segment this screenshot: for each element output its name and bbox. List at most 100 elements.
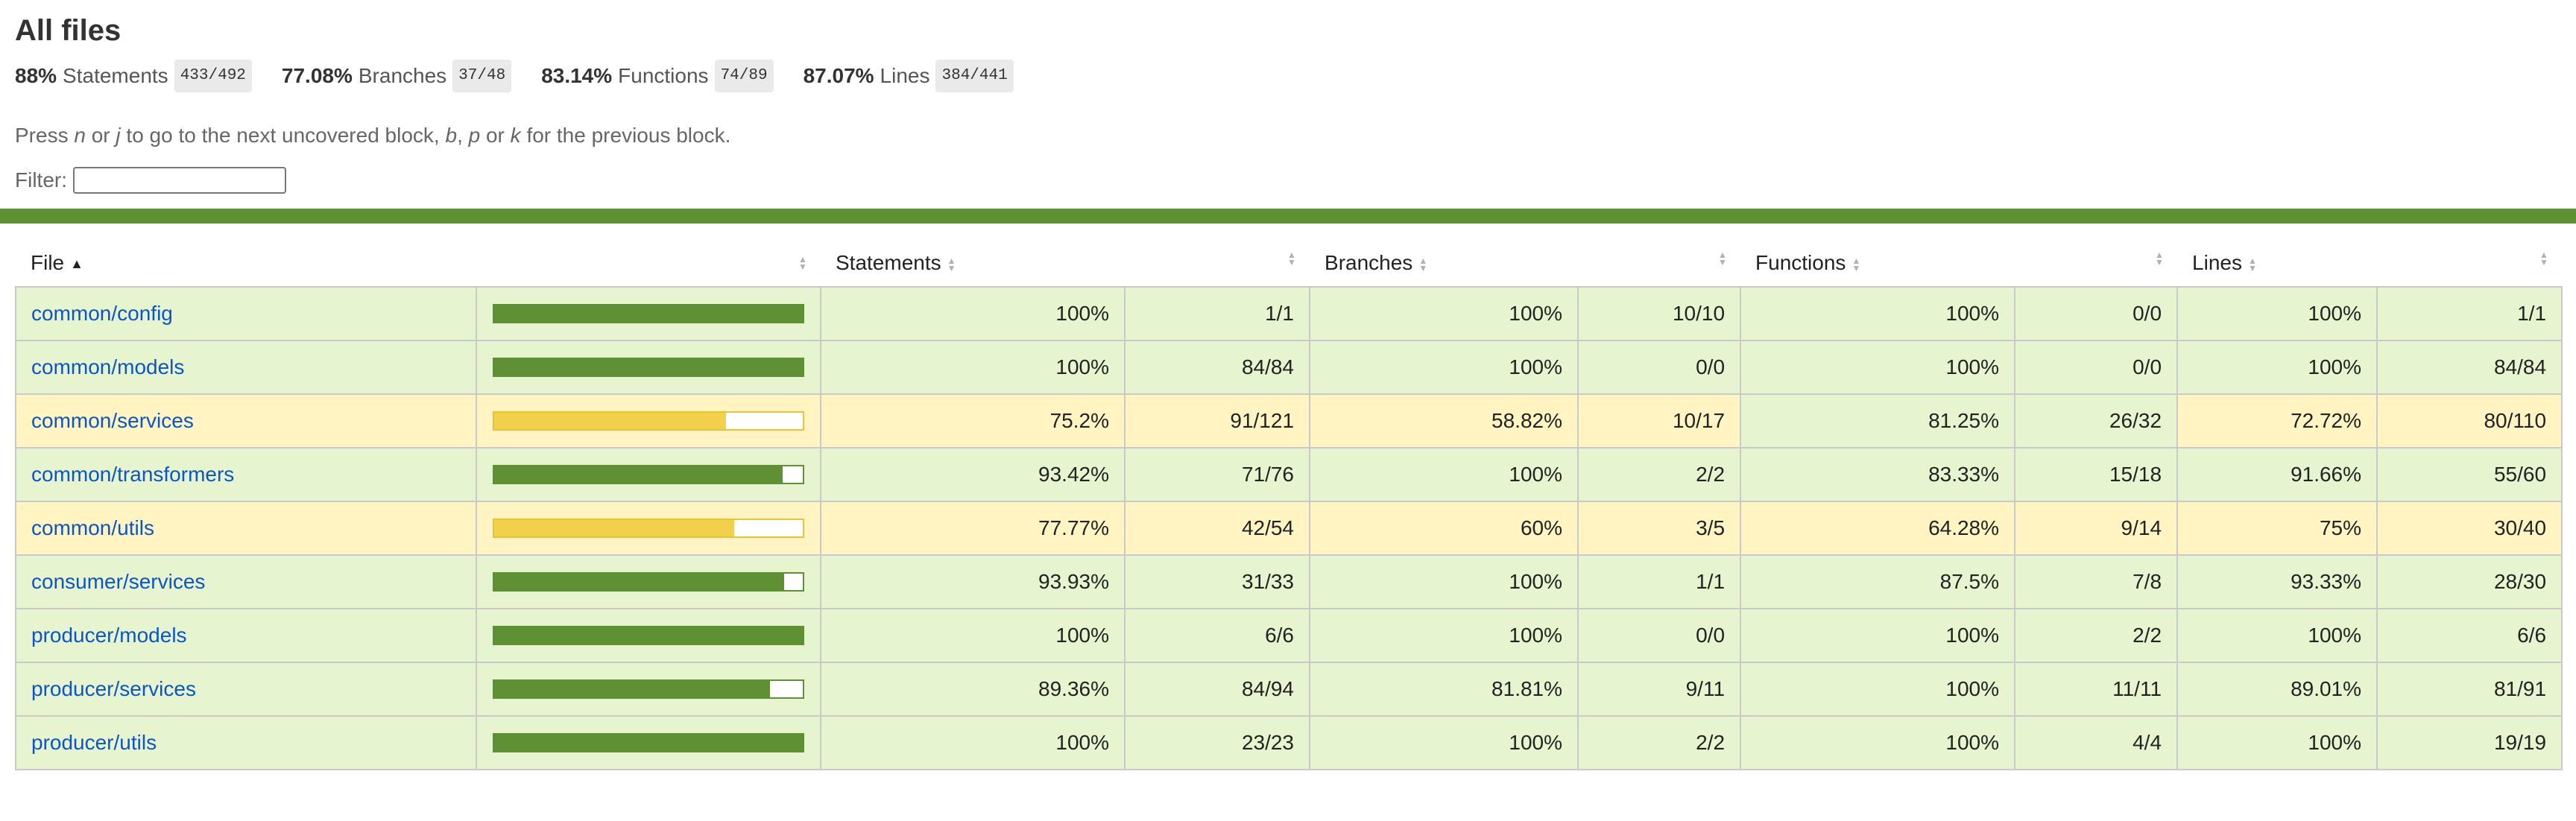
file-link[interactable]: common/transformers: [31, 463, 235, 486]
statements-pct-cell: 75.2%: [820, 393, 1126, 448]
summary-branches: 77.08% Branches 37/48: [281, 60, 512, 92]
coverage-bar: [493, 679, 804, 699]
statements-fraction-cell: 84/94: [1123, 662, 1311, 717]
functions-pct-cell: 100%: [1740, 662, 2016, 717]
functions-fraction-cell: 26/32: [2014, 393, 2179, 448]
file-link[interactable]: producer/utils: [31, 731, 157, 754]
lines-pct-cell: 91.66%: [2176, 447, 2378, 502]
hint-key-n: n: [74, 124, 86, 147]
summary-statements-label: Statements: [63, 64, 168, 87]
file-cell: common/transformers: [15, 447, 477, 502]
statements-pct-cell: 100%: [820, 286, 1126, 341]
functions-pct-cell: 83.33%: [1740, 447, 2016, 502]
header-statements[interactable]: Statements ▲ ▼ ▲ ▼: [821, 240, 1310, 288]
sort-asc-icon: ▲: [70, 256, 83, 272]
coverage-bar-fill: [494, 735, 803, 751]
filter-row: Filter:: [15, 167, 2561, 194]
coverage-bar-fill: [494, 413, 727, 429]
filter-label: Filter:: [15, 168, 67, 191]
coverage-bar-cell: [476, 286, 821, 341]
hint-text: ,: [457, 124, 469, 147]
statements-pct-cell: 100%: [820, 715, 1126, 770]
sort-icon: ▲ ▼: [1287, 250, 1296, 267]
lines-fraction-cell: 84/84: [2376, 340, 2563, 395]
functions-fraction-cell: 0/0: [2014, 340, 2179, 395]
coverage-bar-fill: [494, 627, 803, 644]
file-link[interactable]: common/services: [31, 409, 194, 432]
summary-lines: 87.07% Lines 384/441: [804, 60, 1014, 92]
lines-pct-cell: 100%: [2176, 608, 2378, 663]
coverage-bar-fill: [494, 466, 783, 483]
file-link[interactable]: common/utils: [31, 516, 154, 539]
header-functions[interactable]: Functions ▲ ▼ ▲ ▼: [1740, 240, 2178, 288]
sort-icon: ▲ ▼: [2155, 250, 2164, 267]
coverage-bar-cell: [476, 608, 821, 663]
coverage-bar-cell: [476, 662, 821, 717]
lines-pct-cell: 89.01%: [2176, 662, 2378, 717]
sort-icon: ▲ ▼: [1852, 255, 1861, 273]
hint-text: Press: [15, 124, 75, 147]
file-link[interactable]: producer/models: [31, 624, 187, 647]
summary-statements-pct: 88%: [15, 64, 57, 87]
header-file[interactable]: File ▲: [16, 240, 476, 288]
branches-fraction-cell: 10/17: [1577, 393, 1742, 448]
sort-icon: ▲ ▼: [947, 255, 956, 273]
hint-key-p: p: [468, 124, 481, 147]
header-branches[interactable]: Branches ▲ ▼ ▲ ▼: [1310, 240, 1741, 288]
branches-pct-cell: 60%: [1309, 501, 1579, 556]
sort-icon: ▲ ▼: [1418, 255, 1428, 273]
functions-fraction-cell: 11/11: [2014, 662, 2179, 717]
filter-input[interactable]: [73, 167, 286, 194]
branches-pct-cell: 100%: [1309, 286, 1579, 341]
coverage-bar: [493, 733, 804, 752]
summary-statements: 88% Statements 433/492: [15, 60, 252, 92]
coverage-status-line: [0, 209, 2576, 224]
file-link[interactable]: common/config: [31, 302, 173, 325]
lines-pct-cell: 100%: [2176, 715, 2378, 770]
lines-fraction-cell: 81/91: [2376, 662, 2563, 717]
header-file-bar[interactable]: ▲ ▼: [476, 240, 821, 288]
lines-fraction-cell: 6/6: [2376, 608, 2563, 663]
coverage-bar-cell: [476, 501, 821, 556]
lines-pct-cell: 93.33%: [2176, 554, 2378, 609]
table-row: common/models 100% 84/84 100% 0/0 100% 0/0 100%…: [15, 340, 2563, 395]
summary-functions-fraction: 74/89: [714, 60, 774, 92]
statements-fraction-cell: 1/1: [1123, 286, 1311, 341]
statements-pct-cell: 89.36%: [820, 662, 1126, 717]
header-lines[interactable]: Lines ▲ ▼ ▲ ▼: [2177, 240, 2563, 288]
summary-functions: 83.14% Functions 74/89: [541, 60, 774, 92]
lines-pct-cell: 75%: [2176, 501, 2378, 556]
functions-pct-cell: 100%: [1740, 715, 2016, 770]
header-statements-label: Statements: [836, 251, 941, 274]
branches-fraction-cell: 2/2: [1577, 715, 1742, 770]
file-link[interactable]: producer/services: [31, 677, 196, 700]
coverage-bar-fill: [494, 681, 770, 697]
lines-pct-cell: 100%: [2176, 286, 2378, 341]
branches-fraction-cell: 9/11: [1577, 662, 1742, 717]
branches-fraction-cell: 2/2: [1577, 447, 1742, 502]
coverage-bar-fill: [494, 520, 734, 536]
functions-fraction-cell: 15/18: [2014, 447, 2179, 502]
table-header-row: File ▲ ▲ ▼ Statements ▲ ▼ ▲ ▼ Branches ▲ ▼ ▲ ▼ Fun…: [16, 240, 2563, 288]
branches-pct-cell: 100%: [1309, 340, 1579, 395]
sort-icon: ▲ ▼: [2539, 250, 2548, 267]
coverage-bar: [493, 358, 804, 377]
coverage-bar: [493, 304, 804, 323]
file-cell: common/services: [15, 393, 477, 448]
branches-fraction-cell: 0/0: [1577, 340, 1742, 395]
lines-pct-cell: 100%: [2176, 340, 2378, 395]
statements-pct-cell: 77.77%: [820, 501, 1126, 556]
branches-pct-cell: 100%: [1309, 715, 1579, 770]
file-link[interactable]: consumer/services: [31, 570, 206, 593]
lines-fraction-cell: 55/60: [2376, 447, 2563, 502]
functions-fraction-cell: 2/2: [2014, 608, 2179, 663]
coverage-bar: [493, 465, 804, 484]
coverage-table: File ▲ ▲ ▼ Statements ▲ ▼ ▲ ▼ Branches ▲ ▼ ▲ ▼ Fun…: [15, 240, 2563, 770]
hint-text: to go to the next uncovered block,: [120, 124, 446, 147]
file-link[interactable]: common/models: [31, 355, 185, 378]
branches-pct-cell: 100%: [1309, 608, 1579, 663]
summary-branches-pct: 77.08%: [281, 64, 353, 87]
hint-key-b: b: [445, 124, 458, 147]
coverage-summary: 88% Statements 433/492 77.08% Branches 3…: [15, 60, 2561, 92]
statements-pct-cell: 93.42%: [820, 447, 1126, 502]
